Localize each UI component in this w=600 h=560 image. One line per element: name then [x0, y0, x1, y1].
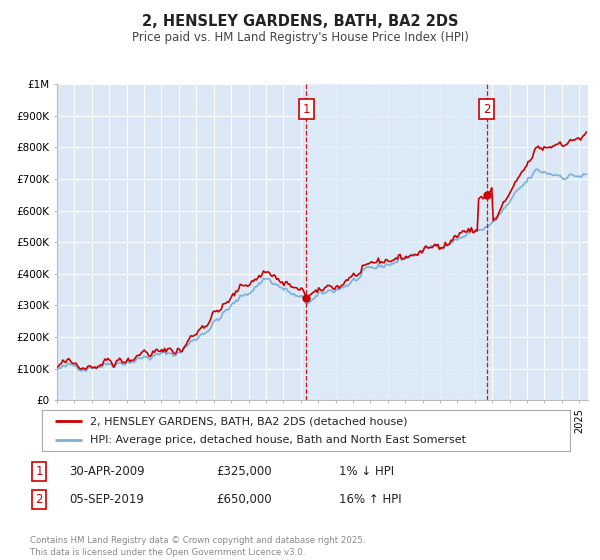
Text: 1: 1 [35, 465, 43, 478]
Text: 1% ↓ HPI: 1% ↓ HPI [339, 465, 394, 478]
Text: 2, HENSLEY GARDENS, BATH, BA2 2DS: 2, HENSLEY GARDENS, BATH, BA2 2DS [142, 14, 458, 29]
Text: 2, HENSLEY GARDENS, BATH, BA2 2DS (detached house): 2, HENSLEY GARDENS, BATH, BA2 2DS (detac… [89, 417, 407, 426]
Text: 05-SEP-2019: 05-SEP-2019 [69, 493, 144, 506]
Text: 1: 1 [303, 103, 310, 116]
Text: £650,000: £650,000 [216, 493, 272, 506]
Text: £325,000: £325,000 [216, 465, 272, 478]
Text: Price paid vs. HM Land Registry's House Price Index (HPI): Price paid vs. HM Land Registry's House … [131, 31, 469, 44]
Text: 16% ↑ HPI: 16% ↑ HPI [339, 493, 401, 506]
Text: 2: 2 [35, 493, 43, 506]
Text: Contains HM Land Registry data © Crown copyright and database right 2025.
This d: Contains HM Land Registry data © Crown c… [30, 536, 365, 557]
Text: HPI: Average price, detached house, Bath and North East Somerset: HPI: Average price, detached house, Bath… [89, 435, 466, 445]
Text: 30-APR-2009: 30-APR-2009 [69, 465, 145, 478]
Text: 2: 2 [483, 103, 490, 116]
Bar [307, 84, 487, 400]
